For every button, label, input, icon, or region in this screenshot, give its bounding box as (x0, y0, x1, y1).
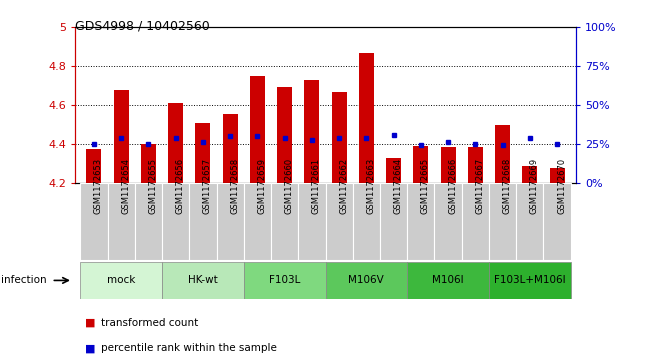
Text: GSM1172655: GSM1172655 (148, 158, 158, 213)
Bar (462, 183, 489, 260)
Text: GSM1172659: GSM1172659 (257, 158, 266, 213)
Bar (189, 183, 217, 260)
Bar (434, 183, 462, 260)
Bar (243, 262, 326, 299)
Text: GSM1172666: GSM1172666 (448, 158, 457, 214)
Bar (80, 183, 107, 260)
Bar (468, 147, 483, 183)
Bar (87, 149, 102, 183)
Bar (408, 183, 434, 260)
Bar (195, 123, 210, 183)
Bar (326, 183, 353, 260)
Bar (277, 87, 292, 183)
Text: F103L: F103L (269, 276, 300, 285)
Bar (522, 166, 537, 183)
Text: GSM1172667: GSM1172667 (475, 158, 484, 214)
Bar (217, 183, 243, 260)
Text: percentile rank within the sample: percentile rank within the sample (101, 343, 277, 354)
Text: GSM1172668: GSM1172668 (503, 158, 512, 214)
Bar (298, 183, 326, 260)
Text: GSM1172661: GSM1172661 (312, 158, 321, 214)
Bar (380, 183, 408, 260)
Bar (305, 80, 320, 183)
Bar (495, 125, 510, 183)
Bar (223, 114, 238, 183)
Text: ■: ■ (85, 343, 95, 354)
Text: GSM1172654: GSM1172654 (121, 158, 130, 213)
Bar (107, 183, 135, 260)
Bar (331, 91, 346, 183)
Bar (489, 183, 516, 260)
Bar (408, 262, 489, 299)
Text: transformed count: transformed count (101, 318, 198, 328)
Text: M106I: M106I (432, 276, 464, 285)
Bar (441, 147, 456, 183)
Bar (141, 144, 156, 183)
Text: GSM1172670: GSM1172670 (557, 158, 566, 214)
Bar (549, 168, 564, 183)
Bar (162, 262, 243, 299)
Bar (326, 262, 408, 299)
Text: HK-wt: HK-wt (188, 276, 218, 285)
Bar (489, 262, 571, 299)
Text: GSM1172663: GSM1172663 (367, 158, 376, 214)
Text: GSM1172658: GSM1172658 (230, 158, 239, 214)
Text: GSM1172665: GSM1172665 (421, 158, 430, 214)
Bar (80, 262, 162, 299)
Text: F103L+M106I: F103L+M106I (494, 276, 566, 285)
Text: GDS4998 / 10402560: GDS4998 / 10402560 (75, 20, 210, 33)
Text: infection: infection (1, 276, 47, 285)
Bar (135, 183, 162, 260)
Text: GSM1172656: GSM1172656 (176, 158, 185, 214)
Bar (243, 183, 271, 260)
Bar (359, 53, 374, 183)
Text: M106V: M106V (348, 276, 384, 285)
Text: GSM1172653: GSM1172653 (94, 158, 103, 214)
Text: GSM1172657: GSM1172657 (203, 158, 212, 214)
Text: GSM1172660: GSM1172660 (284, 158, 294, 214)
Text: mock: mock (107, 276, 135, 285)
Bar (413, 146, 428, 183)
Bar (114, 90, 129, 183)
Bar (544, 183, 571, 260)
Bar (516, 183, 544, 260)
Text: GSM1172662: GSM1172662 (339, 158, 348, 214)
Bar (386, 158, 401, 183)
Text: GSM1172664: GSM1172664 (394, 158, 402, 214)
Bar (168, 103, 183, 183)
Bar (271, 183, 298, 260)
Bar (162, 183, 189, 260)
Text: ■: ■ (85, 318, 95, 328)
Bar (250, 76, 265, 183)
Text: GSM1172669: GSM1172669 (530, 158, 539, 214)
Bar (353, 183, 380, 260)
